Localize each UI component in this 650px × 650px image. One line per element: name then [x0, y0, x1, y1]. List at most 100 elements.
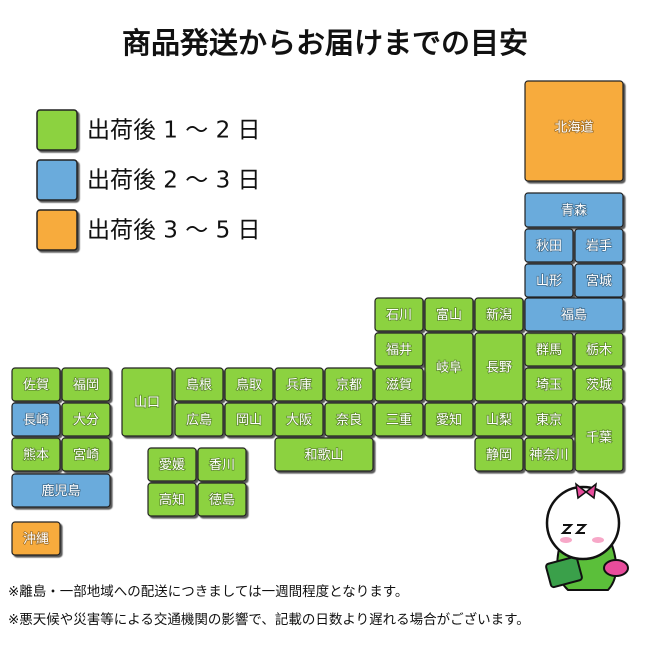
prefecture-tile — [374, 332, 424, 367]
legend-label: 出荷後 3 ～ 5 日 — [87, 218, 261, 244]
prefecture-name: 山形 — [536, 274, 562, 289]
prefecture-name: 三重 — [386, 412, 412, 428]
prefecture-tile — [274, 367, 324, 402]
prefecture-name: 鳥取 — [236, 378, 262, 393]
prefecture-name: 岩手 — [586, 239, 612, 254]
prefecture-name: 岡山 — [236, 413, 262, 428]
prefecture: 愛知 — [424, 402, 474, 437]
prefecture-tile — [61, 402, 111, 437]
prefecture-tile — [274, 437, 374, 472]
prefecture-tile — [374, 402, 424, 437]
prefecture: 広島 — [174, 402, 224, 437]
prefecture-name: 大阪 — [286, 413, 312, 428]
prefecture-tile — [197, 447, 247, 482]
prefecture-name: 長崎 — [23, 413, 49, 428]
prefecture: 茨城 — [574, 367, 624, 402]
prefecture-name: 兵庫 — [286, 378, 312, 393]
prefecture: 京都 — [324, 367, 374, 402]
prefecture-name: 愛媛 — [159, 458, 185, 473]
prefecture-name: 北海道 — [554, 121, 593, 136]
prefecture-name: 徳島 — [209, 493, 235, 508]
prefecture: 三重 — [374, 402, 424, 437]
prefecture: 和歌山 — [274, 437, 374, 472]
prefecture-tile — [61, 437, 111, 472]
prefecture: 埼玉 — [524, 367, 574, 402]
prefecture: 大阪 — [274, 402, 324, 437]
prefecture-name: 栃木 — [586, 343, 612, 358]
legend-item: 出荷後 2 ～ 3 日 — [36, 159, 261, 201]
prefecture-tile — [121, 367, 173, 437]
prefecture-tile — [374, 297, 424, 332]
prefecture-tile — [524, 367, 574, 402]
prefecture: 神奈川 — [524, 437, 574, 472]
prefecture-tile — [11, 473, 111, 508]
prefecture-name: 富山 — [436, 307, 462, 323]
prefecture: 長野 — [474, 332, 524, 402]
prefecture: 東京 — [524, 402, 574, 437]
prefecture: 長崎 — [11, 402, 61, 437]
prefecture-name: 宮城 — [586, 273, 612, 289]
prefecture-name: 茨城 — [586, 378, 612, 393]
legend-swatch — [36, 159, 78, 201]
prefecture-name: 東京 — [536, 412, 562, 428]
prefecture-name: 山梨 — [486, 413, 512, 428]
prefecture-tile — [224, 367, 274, 402]
prefecture: 島根 — [174, 367, 224, 402]
prefecture-name: 熊本 — [23, 447, 49, 463]
prefecture-tile — [274, 402, 324, 437]
mascot-illustration — [545, 482, 629, 591]
prefecture-tile — [524, 80, 624, 182]
prefecture-tile — [574, 332, 624, 367]
prefecture: 石川 — [374, 297, 424, 332]
prefecture-name: 群馬 — [536, 343, 562, 358]
prefecture: 千葉 — [574, 402, 624, 472]
prefecture-name: 石川 — [386, 308, 412, 323]
prefecture: 山梨 — [474, 402, 524, 437]
prefecture-name: 島根 — [186, 378, 212, 393]
prefecture-tile — [574, 263, 624, 298]
prefecture-name: 和歌山 — [304, 448, 343, 463]
prefecture: 鳥取 — [224, 367, 274, 402]
prefecture-name: 福岡 — [73, 378, 99, 393]
prefecture-tile — [324, 402, 374, 437]
prefecture-tile — [574, 367, 624, 402]
prefecture: 佐賀 — [11, 367, 61, 402]
prefecture-name: 千葉 — [586, 431, 612, 446]
prefecture-tile — [524, 402, 574, 437]
prefecture: 北海道 — [524, 80, 624, 182]
prefecture-tile — [424, 332, 474, 402]
prefecture-name: 山口 — [134, 396, 160, 411]
prefecture: 栃木 — [574, 332, 624, 367]
prefecture-tile — [424, 297, 474, 332]
prefecture-tile — [524, 192, 624, 228]
prefecture-tile — [474, 332, 524, 402]
prefecture: 岩手 — [574, 228, 624, 263]
prefecture-name: 岐阜 — [436, 360, 462, 376]
prefecture-name: 宮崎 — [73, 447, 99, 463]
prefecture-name: 鹿児島 — [41, 483, 80, 499]
note: ※離島・一部地域への配送につきましては一週間程度となります。 — [8, 584, 408, 600]
prefecture-tile — [574, 228, 624, 263]
prefecture: 群馬 — [524, 332, 574, 367]
prefecture-tile — [524, 297, 624, 332]
prefecture: 青森 — [524, 192, 624, 228]
prefecture-name: 神奈川 — [529, 448, 568, 463]
prefecture-tile — [574, 402, 624, 472]
prefecture-name: 香川 — [209, 458, 235, 473]
prefecture-tile — [11, 402, 61, 437]
legend-item: 出荷後 3 ～ 5 日 — [36, 209, 261, 251]
prefecture-name: 奈良 — [336, 412, 362, 428]
prefecture: 静岡 — [474, 437, 524, 472]
prefecture-tile — [524, 437, 574, 472]
prefecture-tile — [174, 402, 224, 437]
prefecture: 山形 — [524, 263, 574, 298]
prefecture: 福井 — [374, 332, 424, 367]
legend-label: 出荷後 1 ～ 2 日 — [87, 118, 261, 144]
prefecture-tile — [424, 402, 474, 437]
legend-label: 出荷後 2 ～ 3 日 — [87, 168, 261, 194]
prefecture-name: 長野 — [486, 361, 512, 376]
prefecture: 高知 — [147, 482, 197, 517]
prefecture-name: 佐賀 — [23, 378, 49, 393]
legend-swatch — [36, 109, 78, 151]
